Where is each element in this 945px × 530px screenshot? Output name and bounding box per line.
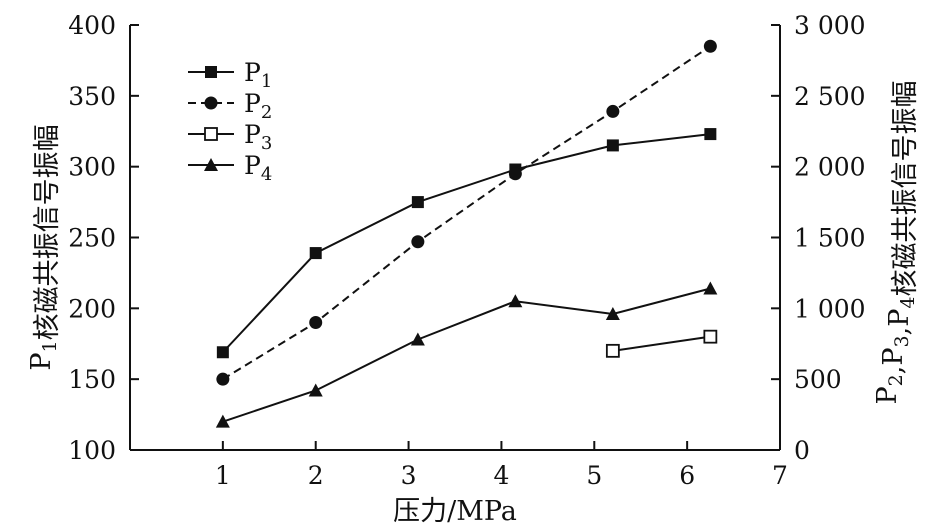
series-p3 xyxy=(605,329,718,358)
series-p4 xyxy=(215,281,718,428)
series-p3-point xyxy=(605,343,620,358)
series-p1-point xyxy=(309,247,322,260)
y-right-tick-label: 2 000 xyxy=(794,153,866,182)
x-axis-label: 压力/MPa xyxy=(393,496,517,527)
legend-marker-p2 xyxy=(204,96,218,110)
series-p4-point xyxy=(703,281,718,295)
legend-marker-p1 xyxy=(205,66,217,78)
series-p2-point xyxy=(508,167,522,181)
legend-item-p2: P2 xyxy=(188,89,272,123)
y-right-tick-label: 3 000 xyxy=(794,11,866,40)
series-p2-point xyxy=(606,104,620,118)
series-p4-point xyxy=(605,307,620,320)
series-p1-point xyxy=(704,128,717,141)
y-left-tick-label: 350 xyxy=(68,82,116,111)
series-p2-point xyxy=(216,372,230,386)
series-p4-point xyxy=(410,332,425,346)
series-p2-point xyxy=(411,235,425,249)
y-axis-right-label: P2,P3,P4核磁共振信号振幅 xyxy=(872,81,921,405)
axes: 1 2 3 4 5 6 7 100 150 200 250 300 350 400 0 500 1 000 1 5… xyxy=(68,11,865,490)
series-p2-point xyxy=(703,39,717,53)
series-p3-line xyxy=(612,335,711,352)
x-tick-label: 2 xyxy=(308,461,324,490)
y-left-tick-label: 400 xyxy=(68,11,116,40)
y-axis-left-label: P1核磁共振信号振幅 xyxy=(26,124,63,370)
series-layer xyxy=(215,39,718,428)
legend-label-p1: P1 xyxy=(244,58,272,92)
y-right-tick-label: 1 000 xyxy=(794,294,866,323)
x-tick-label: 3 xyxy=(401,461,417,490)
legend-item-p4: P4 xyxy=(188,151,272,185)
series-p1-point xyxy=(606,139,619,152)
y-left-tick-label: 150 xyxy=(68,365,116,394)
x-tick-label: 4 xyxy=(493,461,509,490)
y-right-tick-label: 1 500 xyxy=(794,224,866,253)
series-p4-point xyxy=(508,294,523,308)
legend-marker-p3 xyxy=(204,127,218,141)
legend-label-p3: P3 xyxy=(244,120,272,154)
legend-item-p3: P3 xyxy=(188,120,272,154)
y-left-tick-label: 100 xyxy=(68,436,116,465)
y-right-tick-label: 500 xyxy=(794,365,842,394)
series-p3-point xyxy=(703,329,718,344)
legend-label-p4: P4 xyxy=(244,151,272,185)
series-p4-point xyxy=(308,383,323,397)
y-left-tick-label: 300 xyxy=(68,153,116,182)
x-tick-label: 6 xyxy=(679,461,695,490)
y-right-tick-label: 2 500 xyxy=(794,82,866,111)
series-p4-line xyxy=(222,287,711,423)
series-p1 xyxy=(216,128,717,359)
y-left-tick-label: 250 xyxy=(68,224,116,253)
series-p2-point xyxy=(309,316,323,329)
series-p2 xyxy=(216,39,717,386)
series-p2-line xyxy=(222,45,711,381)
series-p1-point xyxy=(411,196,424,209)
y-left-tick-label: 200 xyxy=(68,294,116,323)
y-right-tick-label: 0 xyxy=(794,436,810,465)
legend-item-p1: P1 xyxy=(188,58,272,92)
x-tick-label: 7 xyxy=(772,461,788,490)
x-tick-label: 1 xyxy=(215,461,231,490)
series-p1-line xyxy=(222,133,711,353)
x-tick-label: 5 xyxy=(586,461,602,490)
legend-label-p2: P2 xyxy=(244,89,272,123)
series-p1-point xyxy=(216,346,229,359)
legend-marker-p4 xyxy=(204,158,218,171)
series-p4-point xyxy=(215,414,230,428)
